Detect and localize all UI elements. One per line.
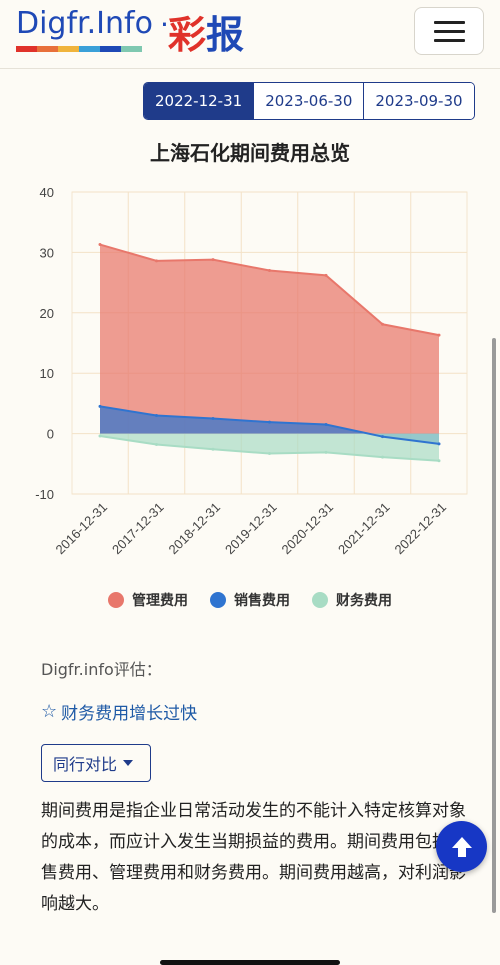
x-tick-label: 2018-12-31 <box>165 500 223 558</box>
legend-item-management[interactable]: 管理费用 <box>108 590 188 610</box>
logo-bar-segment <box>37 46 58 52</box>
logo-dot: · <box>160 8 169 41</box>
scrollbar[interactable] <box>492 338 496 913</box>
logo-text[interactable]: Digfr.Info <box>16 6 153 41</box>
peer-compare-label: 同行对比 <box>53 755 118 774</box>
data-point <box>324 423 328 427</box>
data-point <box>98 434 102 438</box>
data-point <box>437 442 441 446</box>
arrow-up-icon <box>451 836 472 857</box>
area-1 <box>100 406 439 444</box>
data-point <box>324 450 328 454</box>
data-point <box>211 417 215 420</box>
data-point <box>437 459 441 463</box>
y-tick-label: -10 <box>35 487 54 502</box>
logo-bar-segment <box>16 46 37 52</box>
data-point <box>381 322 384 326</box>
data-point <box>268 420 271 424</box>
x-tick-label: 2017-12-31 <box>109 500 167 558</box>
description-text: 期间费用是指企业日常活动发生的不能计入特定核算对象的成本，而应计入发生当期损益的… <box>41 801 466 914</box>
legend-dot-finance <box>312 592 328 608</box>
expense-area-chart: -10 0 10 20 30 40 2016-12-312017-12-312018-12-… <box>35 185 468 558</box>
x-tick-label: 2019-12-31 <box>222 500 280 558</box>
evaluation-item[interactable]: ☆ 财务费用增长过快 <box>41 699 197 724</box>
menu-button[interactable] <box>414 7 484 55</box>
data-point <box>268 269 271 273</box>
logo-bar-segment <box>100 46 121 52</box>
y-tick-label: 20 <box>40 306 54 321</box>
data-point <box>98 404 102 408</box>
logo-bar-segment <box>58 46 79 52</box>
data-point <box>324 273 328 277</box>
legend-dot-sales <box>210 592 226 608</box>
peer-compare-dropdown[interactable]: 同行对比 <box>41 744 151 782</box>
back-to-top-button[interactable] <box>436 821 487 872</box>
home-indicator <box>160 960 340 965</box>
area-0 <box>100 244 439 434</box>
tab-2023-09-30[interactable]: 2023-09-30 <box>363 83 474 119</box>
logo-color-bar <box>16 46 142 52</box>
tab-2022-12-31[interactable]: 2022-12-31 <box>144 83 254 119</box>
site-header: Digfr.Info · 彩报 <box>0 0 500 69</box>
x-tick-label: 2020-12-31 <box>278 500 336 558</box>
data-point <box>98 243 102 247</box>
legend-dot-management <box>108 592 124 608</box>
logo-chinese: 彩报 <box>168 12 245 57</box>
y-tick-label: 30 <box>40 245 54 260</box>
data-point <box>268 452 271 456</box>
data-point <box>211 447 215 451</box>
data-point <box>437 333 441 337</box>
x-tick-label: 2021-12-31 <box>335 500 393 558</box>
evaluation-item-text: 财务费用增长过快 <box>61 704 198 724</box>
chart-title: 上海石化期间费用总览 <box>150 141 350 165</box>
data-point <box>155 259 158 263</box>
y-tick-label: 10 <box>40 366 54 381</box>
x-tick-label: 2022-12-31 <box>391 500 449 558</box>
legend-label-management: 管理费用 <box>132 593 188 609</box>
data-point <box>155 442 158 446</box>
caret-down-icon <box>123 760 134 766</box>
period-tabs: 2022-12-31 2023-06-30 2023-09-30 <box>143 82 475 120</box>
logo-bar-segment <box>79 46 100 52</box>
data-point <box>381 455 384 459</box>
data-point <box>155 413 158 417</box>
legend-item-finance[interactable]: 财务费用 <box>312 590 392 610</box>
legend-item-sales[interactable]: 销售费用 <box>210 590 290 610</box>
tab-2023-06-30[interactable]: 2023-06-30 <box>253 83 364 119</box>
chart-legend: 管理费用 销售费用 财务费用 <box>0 590 500 610</box>
y-tick-label: 40 <box>40 185 54 200</box>
x-tick-label: 2016-12-31 <box>52 500 110 558</box>
legend-label-sales: 销售费用 <box>234 593 290 609</box>
legend-label-finance: 财务费用 <box>336 593 392 609</box>
evaluation-label: Digfr.info评估： <box>41 660 162 679</box>
logo-bar-segment <box>121 46 142 52</box>
star-outline-icon: ☆ <box>41 701 58 722</box>
data-point <box>211 258 215 262</box>
y-tick-label: 0 <box>47 427 54 442</box>
data-point <box>381 435 384 439</box>
